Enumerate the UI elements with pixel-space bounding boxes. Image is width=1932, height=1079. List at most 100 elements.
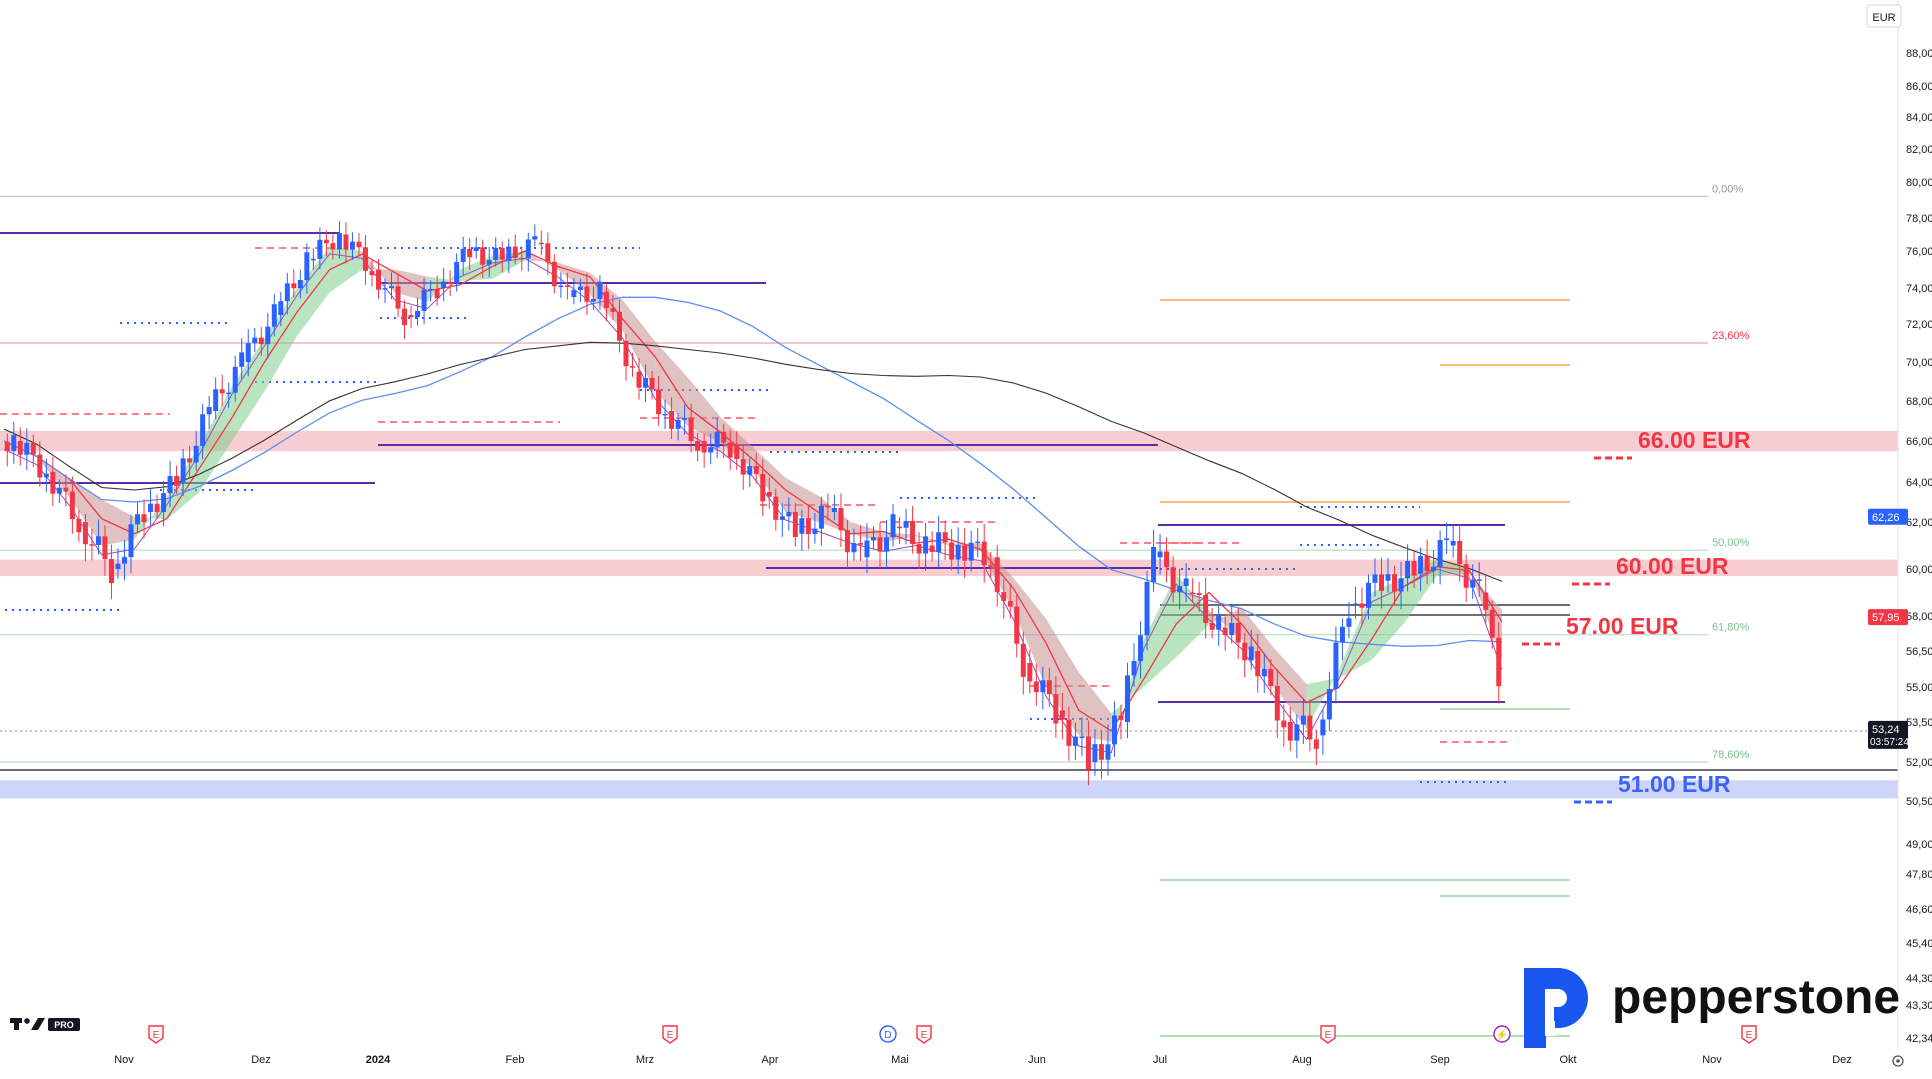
candle-body <box>825 505 831 508</box>
candle-body <box>1489 609 1495 638</box>
candle-body <box>968 542 974 561</box>
candle-body <box>1007 601 1013 607</box>
trend-cloud <box>785 477 819 522</box>
candle-body <box>421 289 427 311</box>
candle-body <box>590 298 596 302</box>
candle-body <box>56 487 62 494</box>
price-tick-label: 45,40 <box>1906 938 1932 950</box>
price-tick-label: 46,60 <box>1906 904 1932 916</box>
candle-body <box>753 466 759 474</box>
price-tick-label: 78,00 <box>1906 213 1932 225</box>
candle-body <box>747 466 753 475</box>
candle-body <box>903 521 909 528</box>
currency-button[interactable]: EUR <box>1866 4 1902 28</box>
time-axis-label: Dez <box>251 1054 271 1066</box>
price-tick-label: 80,00 <box>1906 177 1932 189</box>
candle-body <box>1196 593 1202 596</box>
candle-body <box>695 441 701 451</box>
candle-body <box>1209 623 1215 630</box>
candle-body <box>532 236 538 240</box>
candle-body <box>688 417 694 442</box>
price-tick-label: 62,00 <box>1906 517 1932 529</box>
candle-body <box>219 389 225 394</box>
candle-body <box>1359 603 1365 608</box>
candle-body <box>1040 680 1046 693</box>
candle-body <box>1190 592 1196 594</box>
sma-blue-line <box>3 296 1503 647</box>
gear-icon[interactable] <box>1892 1055 1904 1067</box>
candle-body <box>187 458 193 463</box>
price-tick-label: 52,00 <box>1906 757 1932 769</box>
price-tick-label: 44,30 <box>1906 973 1932 985</box>
time-axis-label: Jul <box>1153 1054 1167 1066</box>
event-symbol: E <box>1325 1030 1332 1041</box>
candle-body <box>916 544 922 554</box>
candle-body <box>297 280 303 289</box>
candle-body <box>1079 736 1085 739</box>
candle-body <box>1183 578 1189 587</box>
price-axis-layer: 88,00 86,00 84,00 82,00 80,00 78,00 76,00 74,00… <box>1897 0 1932 1050</box>
price-tick-label: 84,00 <box>1906 112 1932 124</box>
fibonacci-label: 50,00% <box>1712 537 1750 549</box>
candle-body <box>616 311 622 341</box>
candle-body <box>864 540 870 558</box>
candle-body <box>1111 715 1117 745</box>
candle-body <box>362 247 368 271</box>
svg-text:PRO: PRO <box>54 1020 74 1030</box>
time-axis-label: Nov <box>1702 1054 1722 1066</box>
candle-body <box>623 340 629 367</box>
candle-body <box>1457 540 1463 565</box>
candle-body <box>1483 592 1489 610</box>
price-tick-label: 58,00 <box>1906 611 1932 623</box>
candle-body <box>1450 540 1456 546</box>
candle-body <box>994 557 1000 593</box>
time-axis-label: Jun <box>1028 1054 1046 1066</box>
candle-body <box>499 247 505 260</box>
candle-body <box>740 459 746 475</box>
pepperstone-logo: pepperstone <box>1524 968 1900 1048</box>
candle-body <box>121 557 127 564</box>
candle-body <box>43 473 49 478</box>
grid-layer: 0,00% 23,60% 50,00% 61,80% 78,60% <box>0 183 1898 771</box>
candle-body <box>779 516 785 520</box>
candle-body <box>884 537 890 552</box>
candle-body <box>1476 579 1482 581</box>
price-annotation: 57.00 EUR <box>1566 613 1679 639</box>
price-tick-label: 64,00 <box>1906 477 1932 489</box>
candle-body <box>1138 635 1144 661</box>
candle-body <box>128 524 134 558</box>
candle-body <box>721 431 727 443</box>
candle-body <box>1385 574 1391 581</box>
candle-body <box>1027 663 1033 682</box>
trend-cloud <box>1436 559 1470 577</box>
event-symbol: ⚡ <box>1496 1028 1508 1041</box>
candle-body <box>1085 736 1091 770</box>
candle-body <box>1372 574 1378 583</box>
event-marker <box>879 1025 897 1043</box>
moving-averages-layer <box>3 250 1503 754</box>
candle-body <box>727 442 733 458</box>
candle-body <box>135 514 141 525</box>
candle-body <box>493 247 499 260</box>
candle-body <box>148 503 154 512</box>
candle-body <box>336 233 342 250</box>
candle-body <box>1333 642 1339 689</box>
candle-body <box>1170 567 1176 593</box>
candle-body <box>805 518 811 534</box>
event-marker <box>1741 1025 1757 1044</box>
candle-body <box>63 487 69 492</box>
candle-body <box>1418 555 1424 574</box>
candle-body <box>1287 722 1293 741</box>
candle-body <box>506 246 512 261</box>
candle-body <box>1346 618 1352 627</box>
time-axis-label: Mrz <box>636 1054 654 1066</box>
candle-body <box>258 337 264 345</box>
candle-body <box>454 261 460 285</box>
candle-body <box>988 565 994 567</box>
candle-body <box>1216 615 1222 630</box>
candle-body <box>441 281 447 288</box>
candle-body <box>460 248 466 262</box>
candle-body <box>649 377 655 390</box>
